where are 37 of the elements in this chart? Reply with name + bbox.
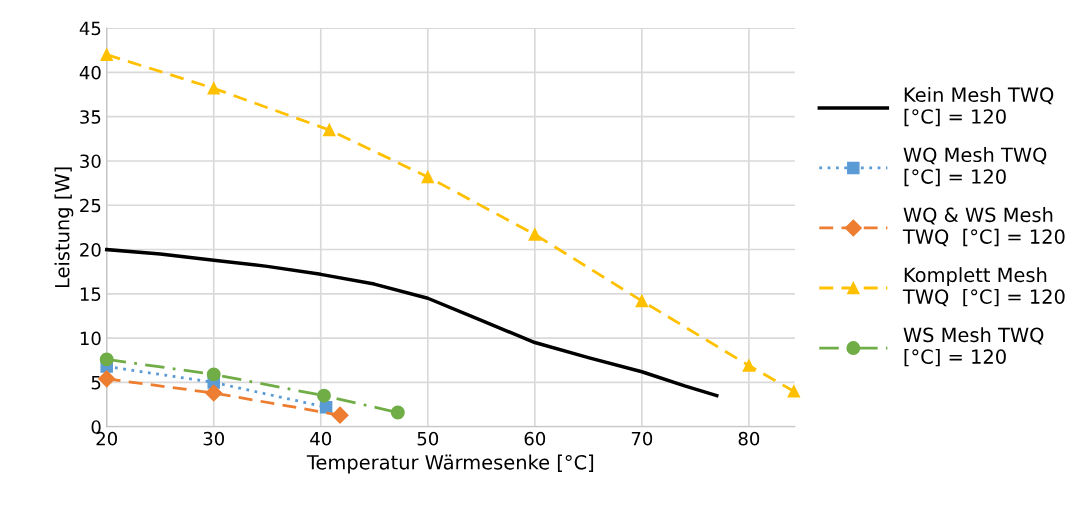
legend-label: Kein Mesh TWQ [°C] = 120 — [904, 87, 1054, 127]
point — [528, 228, 542, 241]
y-tick-label: 25 — [80, 198, 101, 213]
x-axis-title: Temperatur Wärmesenke [°C] — [306, 454, 594, 474]
point — [206, 367, 221, 382]
x-tick-label: 40 — [310, 431, 332, 446]
legend-label: Komplett Mesh TWQ [°C] = 120 — [902, 267, 1065, 307]
y-tick-label: 35 — [80, 110, 101, 124]
point — [742, 359, 756, 372]
legend-label: WS Mesh TWQ [°C] = 120 — [903, 327, 1044, 367]
y-tick-label: 15 — [80, 287, 101, 301]
point — [323, 123, 336, 137]
legend-label: WQ Mesh TWQ [°C] = 120 — [903, 147, 1047, 187]
x-tick-label: 60 — [524, 431, 546, 446]
y-tick-label: 30 — [80, 154, 101, 169]
point — [100, 48, 113, 61]
point — [421, 170, 435, 184]
point — [99, 352, 114, 367]
point — [205, 384, 223, 402]
y-tick-label: 20 — [80, 243, 101, 257]
point — [207, 82, 220, 95]
point — [390, 405, 405, 420]
x-tick-label: 30 — [203, 431, 225, 446]
y-tick-label: 40 — [79, 65, 101, 80]
x-tick-label: 80 — [738, 431, 760, 446]
x-tick-label: 50 — [417, 431, 439, 446]
point — [331, 406, 349, 424]
y-axis-title: Leistung [W] — [54, 167, 74, 288]
line-series — [104, 247, 719, 398]
point — [635, 294, 649, 308]
x-tick-label: 70 — [631, 431, 653, 446]
point — [787, 385, 801, 398]
y-tick-label: 10 — [80, 331, 101, 346]
y-tick-label: 45 — [79, 21, 101, 36]
legend-label: WQ & WS Mesh TWQ [°C] = 120 — [902, 207, 1065, 247]
y-tick-label: 5 — [91, 376, 101, 390]
point — [317, 388, 331, 403]
